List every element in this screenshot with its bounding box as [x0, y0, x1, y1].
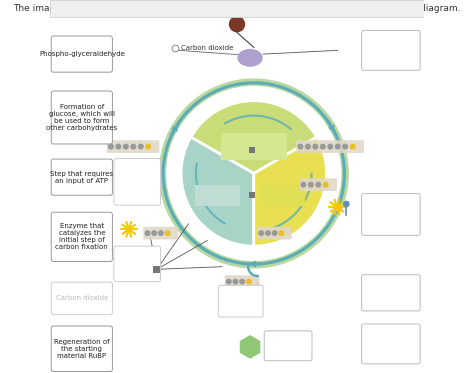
Circle shape: [350, 144, 356, 150]
Circle shape: [125, 226, 133, 233]
Circle shape: [181, 101, 327, 246]
Circle shape: [343, 201, 350, 207]
Circle shape: [145, 144, 151, 150]
Bar: [51, 0, 423, 17]
Circle shape: [335, 144, 341, 150]
FancyBboxPatch shape: [362, 324, 420, 364]
Circle shape: [151, 230, 157, 236]
FancyBboxPatch shape: [51, 159, 112, 195]
Circle shape: [323, 182, 329, 188]
FancyBboxPatch shape: [51, 91, 112, 144]
FancyBboxPatch shape: [264, 331, 312, 361]
FancyBboxPatch shape: [257, 227, 292, 239]
FancyBboxPatch shape: [51, 36, 112, 72]
FancyBboxPatch shape: [299, 178, 337, 191]
Ellipse shape: [237, 49, 263, 67]
Circle shape: [123, 144, 129, 150]
Circle shape: [172, 45, 179, 52]
Circle shape: [229, 17, 245, 32]
Circle shape: [301, 182, 306, 188]
Text: Regeneration of
the starting
material RuBP: Regeneration of the starting material Ru…: [54, 339, 109, 359]
FancyBboxPatch shape: [195, 185, 240, 206]
FancyBboxPatch shape: [296, 140, 364, 153]
FancyBboxPatch shape: [219, 285, 263, 317]
Circle shape: [278, 230, 284, 236]
FancyBboxPatch shape: [225, 275, 259, 288]
Circle shape: [115, 144, 121, 150]
Text: Enzyme that
catalyzes the
initial step of
carbon fixation: Enzyme that catalyzes the initial step o…: [55, 223, 108, 250]
FancyBboxPatch shape: [107, 140, 159, 153]
Circle shape: [305, 144, 311, 150]
Wedge shape: [254, 137, 327, 246]
Circle shape: [272, 230, 278, 236]
FancyBboxPatch shape: [114, 246, 161, 282]
FancyBboxPatch shape: [114, 159, 161, 205]
FancyBboxPatch shape: [51, 326, 112, 372]
Circle shape: [320, 144, 326, 150]
Text: Formation of
glucose, which will
be used to form
other carbohydrates: Formation of glucose, which will be used…: [46, 104, 118, 131]
Text: Phospho-glyceraldehyde: Phospho-glyceraldehyde: [39, 51, 125, 57]
Text: Carbon dioxide: Carbon dioxide: [181, 46, 233, 51]
Text: Step that requires
an input of ATP: Step that requires an input of ATP: [50, 171, 113, 184]
Circle shape: [138, 144, 144, 150]
Circle shape: [145, 230, 150, 236]
FancyBboxPatch shape: [260, 185, 305, 206]
Circle shape: [130, 144, 137, 150]
Wedge shape: [181, 137, 254, 246]
Text: Carbon dioxide: Carbon dioxide: [55, 295, 108, 301]
FancyBboxPatch shape: [362, 194, 420, 235]
FancyBboxPatch shape: [362, 275, 420, 311]
Circle shape: [333, 203, 341, 211]
Circle shape: [164, 230, 171, 236]
Wedge shape: [191, 101, 317, 173]
Bar: [249, 192, 255, 198]
Circle shape: [108, 144, 114, 150]
Circle shape: [258, 230, 264, 236]
Circle shape: [327, 144, 333, 150]
Circle shape: [315, 182, 321, 188]
Circle shape: [166, 86, 341, 261]
Polygon shape: [239, 334, 261, 360]
Circle shape: [158, 230, 164, 236]
Circle shape: [239, 279, 245, 285]
Bar: [249, 147, 255, 153]
Text: The image below shows the carbon reactions. Drag the labels to the correct place: The image below shows the carbon reactio…: [13, 4, 461, 13]
Circle shape: [308, 182, 314, 188]
Circle shape: [342, 144, 348, 150]
Circle shape: [265, 230, 271, 236]
FancyBboxPatch shape: [221, 133, 287, 160]
FancyBboxPatch shape: [143, 227, 178, 239]
Bar: [154, 266, 160, 273]
Circle shape: [312, 144, 319, 150]
Circle shape: [233, 279, 238, 285]
Circle shape: [246, 279, 252, 285]
Circle shape: [226, 279, 232, 285]
FancyBboxPatch shape: [362, 30, 420, 70]
Circle shape: [159, 79, 348, 268]
FancyBboxPatch shape: [51, 282, 112, 315]
Circle shape: [297, 144, 303, 150]
FancyBboxPatch shape: [51, 212, 112, 261]
